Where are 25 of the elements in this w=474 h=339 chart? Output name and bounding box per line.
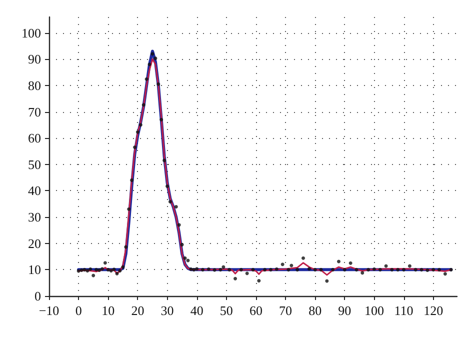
x-tick-label: −10 bbox=[38, 303, 60, 318]
y-tick-label: 80 bbox=[28, 78, 41, 93]
x-tick-label: 0 bbox=[75, 303, 82, 318]
x-tick-label: 90 bbox=[338, 303, 352, 318]
y-tick-label: 0 bbox=[34, 288, 41, 304]
y-tick-label: 40 bbox=[28, 183, 41, 198]
x-tick-label: 120 bbox=[424, 303, 444, 318]
x-tick-label: 100 bbox=[364, 303, 384, 318]
x-tick-label: 50 bbox=[220, 303, 233, 318]
x-tick-label: 60 bbox=[249, 303, 262, 318]
x-tick-label: 70 bbox=[279, 303, 292, 318]
x-tick-label: 110 bbox=[394, 303, 414, 318]
y-tick-label: 100 bbox=[22, 25, 41, 40]
y-tick-label: 30 bbox=[28, 210, 41, 225]
y-tick-label: 10 bbox=[28, 262, 41, 278]
x-tick-label: 80 bbox=[308, 303, 322, 318]
y-tick-label: 20 bbox=[28, 236, 41, 251]
y-tick-label: 90 bbox=[28, 52, 41, 67]
y-tick-label: 50 bbox=[28, 156, 41, 172]
x-tick-label: 20 bbox=[131, 303, 144, 318]
x-tick-label: 40 bbox=[190, 303, 204, 318]
y-tick-label: 60 bbox=[28, 130, 41, 146]
y-tick-label: 70 bbox=[28, 104, 41, 120]
x-tick-label: 30 bbox=[160, 303, 174, 318]
x-tick-label: 10 bbox=[102, 303, 115, 318]
